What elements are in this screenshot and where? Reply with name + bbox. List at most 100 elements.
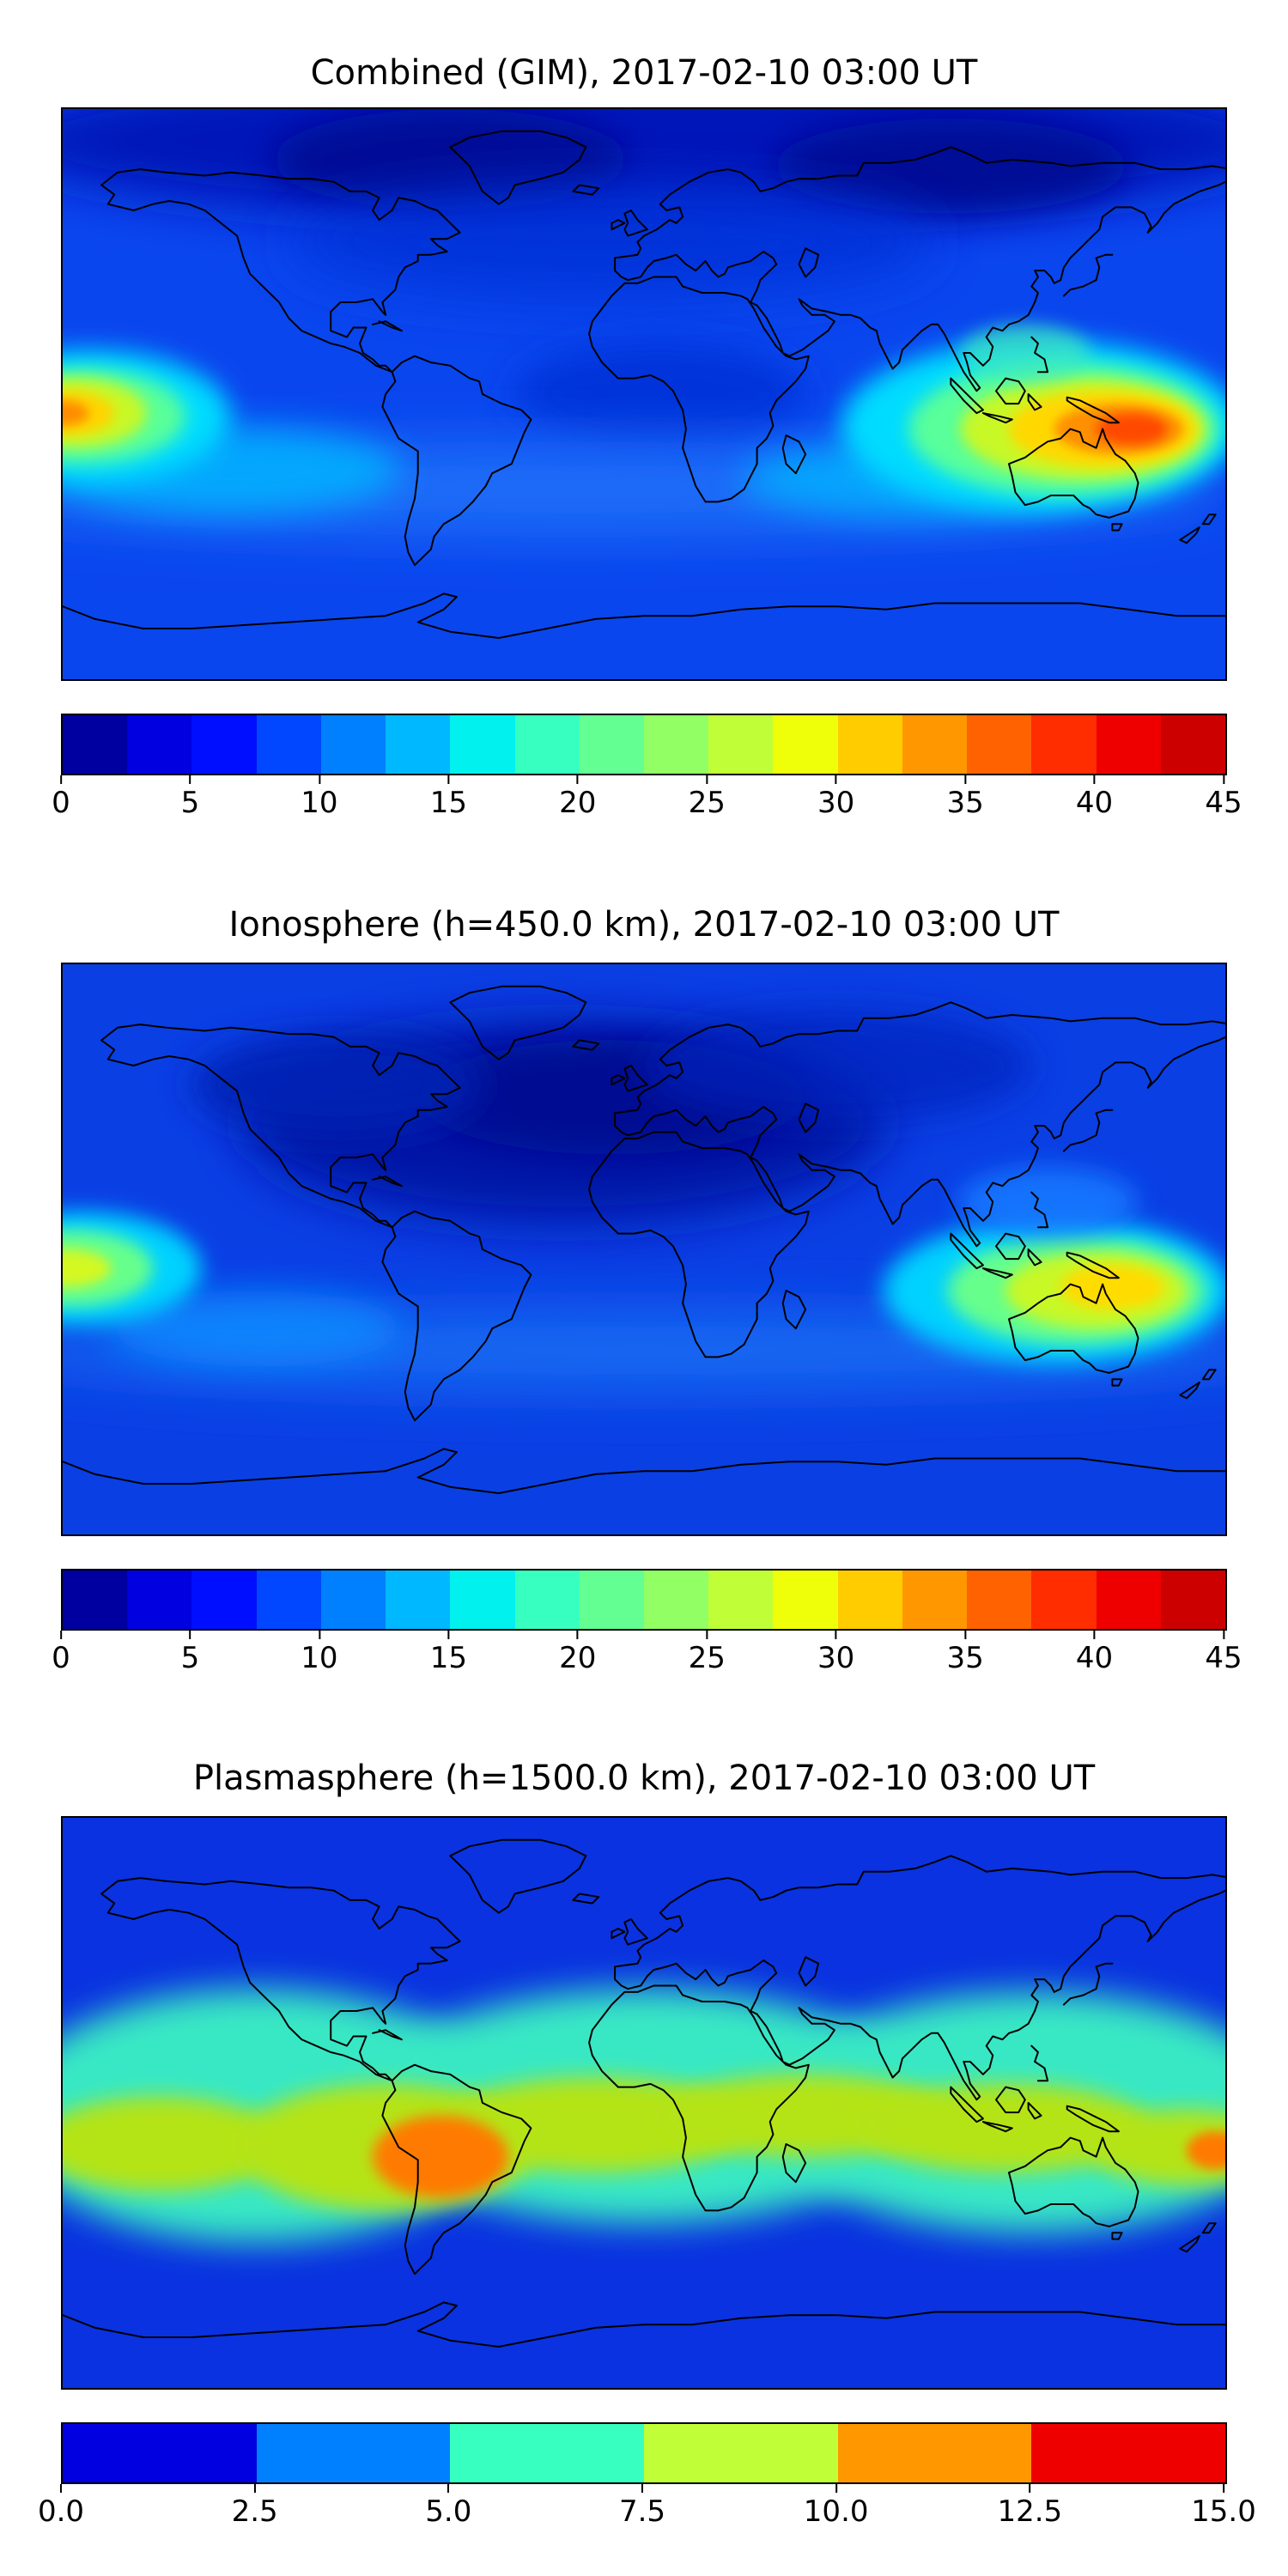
tick-mark-icon xyxy=(576,775,579,784)
colorbar-segment xyxy=(902,715,968,774)
tick-mark-icon xyxy=(59,2484,62,2493)
colorbar-tick-label: 40 xyxy=(1075,1641,1114,1675)
colorbar-segment xyxy=(967,1571,1032,1629)
colorbar-segment xyxy=(386,715,451,774)
colorbar-segment xyxy=(127,1571,192,1629)
colorbar-tick-label: 0.0 xyxy=(37,2494,85,2529)
colorbar-tick: 15 xyxy=(430,1631,467,1675)
colorbar-segment xyxy=(967,715,1032,774)
colorbar-ticks-ionosphere: 0 5 10 15 20 25 30 35 40 45 xyxy=(52,1631,1242,1691)
colorbar-segment xyxy=(191,1571,257,1629)
tick-mark-icon xyxy=(253,2484,256,2493)
colorbar-segment xyxy=(837,715,902,774)
colorbar-tick: 5.0 xyxy=(425,2484,471,2529)
colorbar-tick-label: 0 xyxy=(52,1641,70,1675)
colorbar-segment xyxy=(256,2424,451,2482)
colorbar-tick: 35 xyxy=(946,775,984,820)
colorbar-segment xyxy=(1160,715,1225,774)
colorbar-tick-label: 20 xyxy=(559,1641,597,1675)
world-map-combined xyxy=(61,107,1227,681)
colorbar-segment xyxy=(579,715,644,774)
colorbar-segment xyxy=(450,2424,645,2482)
colorbar-tick: 15 xyxy=(430,775,467,820)
colorbar-tick-label: 30 xyxy=(817,1641,855,1675)
colorbar-segment xyxy=(773,1571,838,1629)
tick-mark-icon xyxy=(1222,1631,1224,1639)
colorbar-combined xyxy=(61,714,1227,775)
colorbar-tick-label: 5.0 xyxy=(425,2494,472,2529)
tick-mark-icon xyxy=(318,775,320,784)
colorbar-tick: 0 xyxy=(52,775,70,820)
colorbar-segment xyxy=(643,715,709,774)
colorbar-segment xyxy=(644,2424,838,2482)
colorbar-tick-label: 20 xyxy=(559,786,597,820)
colorbar-tick: 35 xyxy=(946,1631,984,1675)
tick-mark-icon xyxy=(447,1631,450,1639)
colorbar-tick-label: 10.0 xyxy=(803,2494,869,2529)
colorbar-tick: 45 xyxy=(1205,775,1242,820)
colorbar-tick-label: 15.0 xyxy=(1191,2494,1256,2529)
colorbar-tick-label: 7.5 xyxy=(618,2494,666,2529)
colorbar-segment xyxy=(1096,715,1161,774)
colorbar-segment xyxy=(63,715,128,774)
colorbar-tick: 5 xyxy=(181,775,199,820)
colorbar-tick: 5 xyxy=(180,1631,200,1675)
colorbar-segment xyxy=(450,1571,515,1629)
colorbar-tick-label: 10 xyxy=(301,786,338,820)
colorbar-tick-label: 5 xyxy=(180,1641,200,1675)
panel-title-ionosphere: Ionosphere (h=450.0 km), 2017-02-10 03:0… xyxy=(228,905,1060,945)
colorbar-tick: 10 xyxy=(301,775,338,820)
tick-mark-icon xyxy=(1222,775,1224,784)
colorbar-segment xyxy=(127,715,192,774)
colorbar-tick: 40 xyxy=(1076,775,1113,820)
colorbar-tick-label: 35 xyxy=(946,1641,984,1675)
colorbar-segment xyxy=(708,715,774,774)
tick-mark-icon xyxy=(706,775,708,784)
tick-mark-icon xyxy=(1222,2484,1224,2493)
tick-mark-icon xyxy=(835,2484,837,2493)
map-svg-combined xyxy=(63,109,1225,679)
world-map-ionosphere xyxy=(61,963,1227,1536)
panel-title-plasmasphere: Plasmasphere (h=1500.0 km), 2017-02-10 0… xyxy=(192,1759,1096,1798)
colorbar-tick: 40 xyxy=(1076,1631,1113,1675)
tick-mark-icon xyxy=(964,1631,967,1639)
colorbar-tick: 10 xyxy=(301,1631,338,1675)
tick-mark-icon xyxy=(1093,1631,1096,1639)
colorbar-segment xyxy=(1031,715,1097,774)
tick-mark-icon xyxy=(189,1631,191,1639)
colorbar-tick: 20 xyxy=(559,1631,596,1675)
colorbar-tick: 25 xyxy=(689,1631,726,1675)
contour-field xyxy=(63,109,1225,537)
colorbar-tick: 2.5 xyxy=(232,2484,278,2529)
panel-title-combined: Combined (GIM), 2017-02-10 03:00 UT xyxy=(310,53,978,93)
colorbar-tick-label: 12.5 xyxy=(997,2494,1063,2529)
contour-field xyxy=(63,1989,1225,2243)
colorbar-tick-label: 45 xyxy=(1205,786,1242,820)
colorbar-ticks-combined: 0 5 10 15 20 25 30 35 40 45 xyxy=(52,775,1242,835)
colorbar-segment xyxy=(643,1571,709,1629)
colorbar-tick-label: 15 xyxy=(429,786,467,820)
colorbar-tick: 20 xyxy=(559,775,596,820)
colorbar-tick-label: 25 xyxy=(688,786,726,820)
colorbar-segment xyxy=(837,2424,1032,2482)
colorbar-tick: 30 xyxy=(817,1631,854,1675)
colorbar-segment xyxy=(63,2424,257,2482)
colorbar-tick-label: 0 xyxy=(52,786,70,820)
colorbar-segment xyxy=(450,715,515,774)
colorbar-tick: 25 xyxy=(689,775,726,820)
tick-mark-icon xyxy=(59,1631,62,1639)
colorbar-tick-label: 25 xyxy=(688,1641,726,1675)
colorbar-tick-label: 40 xyxy=(1075,786,1114,820)
colorbar-tick: 7.5 xyxy=(619,2484,665,2529)
colorbar-tick: 12.5 xyxy=(997,2484,1062,2529)
colorbar-tick-label: 10 xyxy=(301,1641,338,1675)
map-svg-ionosphere xyxy=(63,964,1225,1534)
tick-mark-icon xyxy=(706,1631,708,1639)
coastlines xyxy=(63,985,1225,1494)
colorbar-tick-label: 35 xyxy=(946,786,984,820)
colorbar-ionosphere xyxy=(61,1569,1227,1631)
tick-mark-icon xyxy=(641,2484,643,2493)
map-svg-plasmasphere xyxy=(63,1818,1225,2388)
colorbar-segment xyxy=(386,1571,451,1629)
